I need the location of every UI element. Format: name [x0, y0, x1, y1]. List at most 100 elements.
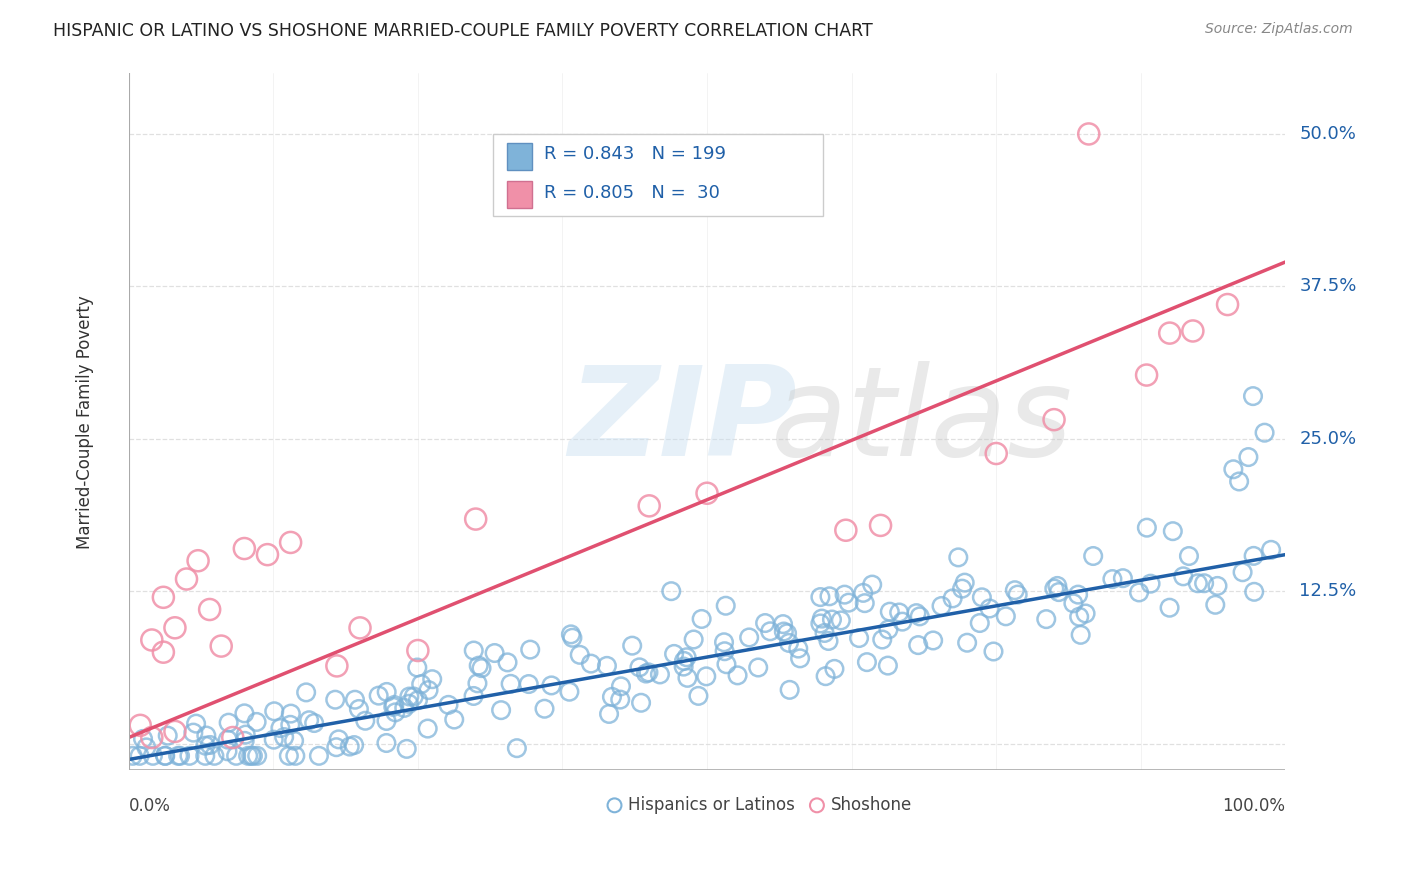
Point	[870, 632, 893, 647]
Point	[950, 582, 973, 596]
Point	[496, 656, 519, 670]
Point	[811, 612, 834, 626]
Point	[233, 706, 256, 721]
Point	[155, 748, 177, 763]
Point	[1187, 576, 1209, 591]
Point	[759, 624, 782, 639]
Point	[141, 632, 163, 647]
Point	[979, 601, 1001, 615]
Point	[225, 748, 247, 763]
Point	[354, 714, 377, 728]
Point	[821, 613, 844, 627]
Point	[533, 702, 555, 716]
Point	[411, 677, 433, 691]
Point	[876, 658, 898, 673]
Point	[280, 535, 302, 549]
Point	[375, 736, 398, 750]
Point	[659, 584, 682, 599]
Point	[328, 732, 350, 747]
Point	[776, 626, 799, 640]
Point	[394, 701, 416, 715]
Point	[905, 606, 928, 620]
Point	[1047, 585, 1070, 599]
Point	[853, 596, 876, 610]
Point	[1070, 628, 1092, 642]
Text: 37.5%: 37.5%	[1299, 277, 1357, 295]
Point	[1241, 389, 1264, 403]
Point	[1253, 425, 1275, 440]
Point	[835, 523, 858, 537]
Point	[467, 658, 489, 673]
Point	[240, 748, 263, 763]
Point	[628, 660, 651, 674]
Point	[437, 698, 460, 712]
Point	[1083, 549, 1105, 563]
Point	[443, 713, 465, 727]
Point	[672, 654, 695, 668]
Point	[298, 713, 321, 727]
Point	[970, 591, 993, 605]
Text: 50.0%: 50.0%	[1299, 125, 1357, 143]
Point	[343, 738, 366, 752]
Point	[343, 692, 366, 706]
Point	[662, 647, 685, 661]
Point	[183, 725, 205, 739]
Point	[948, 550, 970, 565]
Point	[789, 651, 811, 665]
Point	[375, 714, 398, 728]
Text: 100.0%: 100.0%	[1222, 797, 1285, 815]
Point	[621, 639, 644, 653]
Text: 0.0%: 0.0%	[129, 797, 170, 815]
Point	[814, 669, 837, 683]
Point	[323, 692, 346, 706]
Point	[953, 575, 976, 590]
Point	[202, 748, 225, 763]
Point	[1227, 475, 1250, 489]
Point	[194, 739, 217, 753]
Point	[339, 739, 361, 754]
Point	[198, 602, 221, 616]
Point	[152, 645, 174, 659]
Point	[676, 671, 699, 685]
Point	[568, 648, 591, 662]
Point	[499, 677, 522, 691]
Point	[860, 577, 883, 591]
Point	[179, 748, 201, 763]
Point	[1206, 579, 1229, 593]
Point	[889, 606, 911, 620]
Text: Married-Couple Family Poverty: Married-Couple Family Poverty	[76, 295, 94, 549]
Point	[675, 650, 697, 665]
Text: 12.5%: 12.5%	[1299, 582, 1357, 600]
FancyBboxPatch shape	[494, 134, 823, 216]
Text: Hispanics or Latinos: Hispanics or Latinos	[628, 797, 796, 814]
Point	[908, 609, 931, 624]
Point	[1173, 569, 1195, 583]
Point	[398, 690, 420, 704]
Point	[246, 748, 269, 763]
Point	[1243, 584, 1265, 599]
Text: atlas: atlas	[770, 361, 1073, 483]
Point	[1216, 297, 1239, 311]
Point	[1043, 412, 1066, 426]
Point	[367, 689, 389, 703]
Point	[695, 669, 717, 683]
Point	[184, 716, 207, 731]
Point	[818, 589, 841, 603]
Point	[772, 624, 794, 639]
Point	[907, 638, 929, 652]
Point	[931, 599, 953, 613]
Point	[609, 692, 631, 706]
Point	[713, 644, 735, 658]
Point	[142, 748, 165, 763]
Point	[283, 733, 305, 747]
Point	[217, 744, 239, 758]
Point	[416, 722, 439, 736]
Point	[714, 599, 737, 613]
Point	[1135, 368, 1157, 382]
Point	[1112, 571, 1135, 585]
Point	[838, 596, 860, 610]
Point	[754, 615, 776, 630]
Point	[1232, 566, 1254, 580]
Point	[747, 660, 769, 674]
Point	[384, 706, 406, 720]
